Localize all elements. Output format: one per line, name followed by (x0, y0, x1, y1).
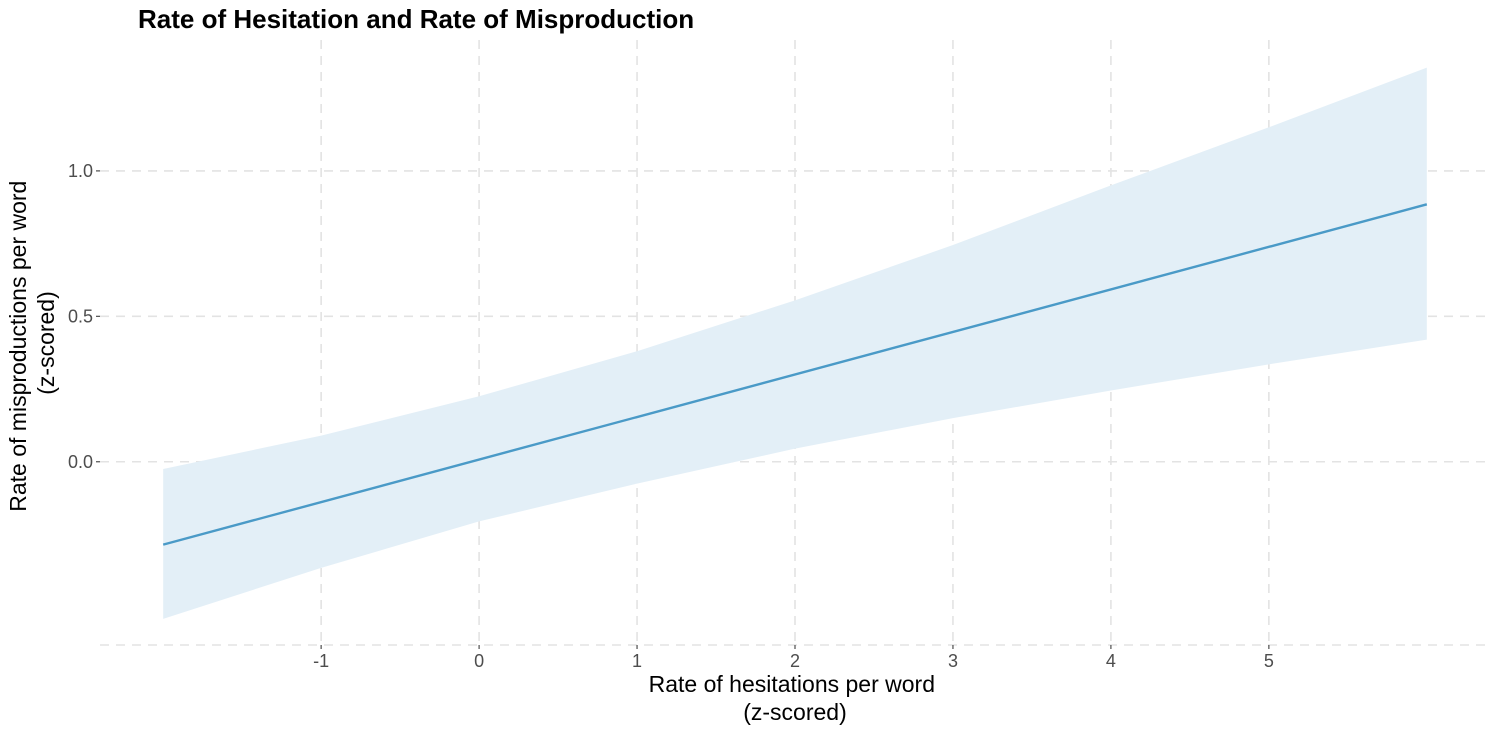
x-tick-label: 4 (1106, 651, 1116, 671)
x-tick-label: 5 (1264, 651, 1274, 671)
x-axis-title-line-1: Rate of hesitations per word (649, 671, 935, 697)
x-tick-label: -1 (313, 651, 329, 671)
x-axis-title-line-2: (z-scored) (743, 699, 847, 725)
x-tick-label: 1 (632, 651, 642, 671)
y-axis-title-line-2: (z-scored) (33, 291, 59, 395)
y-axis-title: Rate of misproductions per word (z-score… (5, 174, 59, 512)
x-axis-title: Rate of hesitations per word (z-scored) (649, 671, 942, 725)
confidence-band-area (163, 67, 1427, 619)
axes: -1 0 1 2 3 4 5 0.0 0.5 1.0 (68, 161, 1274, 671)
regression-line (162, 203, 1428, 546)
x-tick-label: 3 (948, 651, 958, 671)
y-tick-label: 0.5 (68, 306, 93, 326)
x-tick-label: 0 (474, 651, 484, 671)
chart-title: Rate of Hesitation and Rate of Misproduc… (138, 4, 694, 34)
y-tick-label: 1.0 (68, 161, 93, 181)
series-line (162, 203, 1428, 546)
y-axis-title-line-1: Rate of misproductions per word (5, 181, 31, 512)
x-tick-label: 2 (790, 651, 800, 671)
y-tick-label: 0.0 (68, 452, 93, 472)
confidence-band (163, 67, 1427, 619)
